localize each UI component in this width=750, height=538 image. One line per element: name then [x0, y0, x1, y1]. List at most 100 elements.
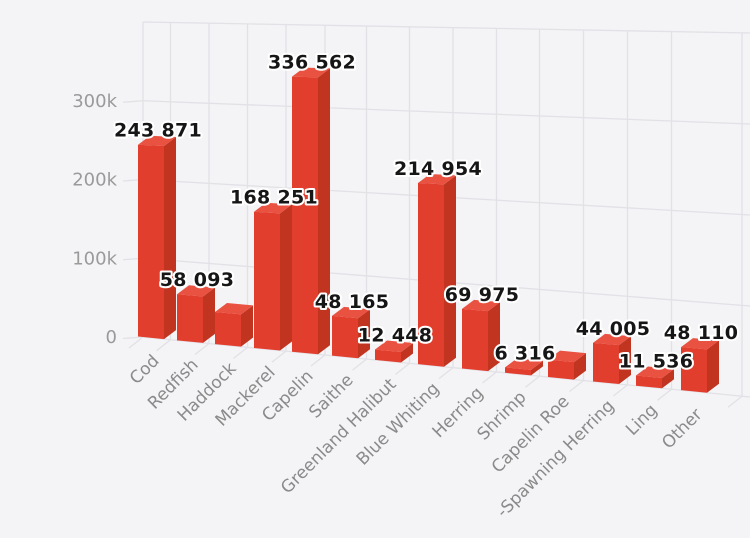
y-tick-label: 0 — [106, 327, 117, 348]
x-tick-mark — [395, 362, 410, 375]
bar-top-face — [292, 67, 330, 78]
bar-front-face — [505, 367, 531, 376]
value-label: 243 871 — [114, 120, 202, 142]
bar-side-face — [444, 175, 456, 367]
bar-front-face — [681, 347, 707, 393]
y-tick-label: 200k — [72, 170, 117, 191]
bar-ling[interactable] — [636, 366, 674, 389]
bar-top-face — [636, 366, 674, 379]
x-tick-mark — [569, 380, 584, 393]
bar-other[interactable] — [681, 338, 719, 393]
bar-front-face — [254, 211, 280, 351]
bar-capelin[interactable] — [292, 67, 330, 355]
bar-side-face — [707, 340, 719, 393]
bar-top-face — [681, 338, 719, 350]
bar-front-face — [462, 308, 488, 372]
x-tick-mark — [613, 384, 628, 397]
bar-side-face — [488, 302, 500, 372]
bar-side-face — [662, 369, 674, 389]
bar-front-face — [138, 144, 164, 340]
bar-side-face — [203, 287, 215, 343]
value-labels: 243 871 58 093 168 251 336 562 48 165 12 448 2… — [112, 50, 740, 375]
value-label: 336 562 — [268, 52, 356, 74]
y-tick-label: 100k — [72, 248, 117, 269]
x-tick-mark — [525, 375, 540, 388]
bar-top-face — [375, 340, 413, 353]
bar-top-face — [593, 333, 631, 346]
grid-line-h — [142, 21, 750, 34]
bar-haddock[interactable] — [215, 303, 253, 347]
x-tick-mark — [657, 388, 672, 401]
bar-redfish[interactable] — [177, 285, 215, 343]
value-label: 48 110 — [664, 322, 739, 344]
bar-front-face — [215, 312, 241, 347]
x-tick-mark — [194, 343, 210, 356]
y-tick-mark — [122, 336, 144, 340]
bar-side-face — [280, 204, 292, 351]
bar-side-face — [358, 309, 370, 359]
x-tick-label: Cod — [126, 351, 164, 389]
bar-top-face — [505, 358, 543, 370]
bar-greenland-halibut[interactable] — [375, 340, 413, 363]
bar-front-face — [177, 294, 203, 343]
bar-side-face — [241, 305, 253, 347]
x-tick-mark — [352, 358, 367, 371]
bar-side-face — [531, 360, 543, 376]
bar-side-face — [318, 68, 330, 355]
bar-capelin-roe[interactable] — [548, 350, 586, 380]
value-label: 69 975 — [445, 284, 520, 306]
x-tick-mark — [271, 350, 287, 363]
x-tick-mark — [482, 371, 497, 384]
x-tick-label: Other — [658, 405, 706, 453]
bar-front-face — [636, 375, 662, 389]
bar-side-face — [574, 353, 586, 380]
x-tick-label: Blue Whiting — [353, 379, 444, 470]
x-tick-mark — [310, 354, 326, 367]
bar-cod[interactable] — [138, 135, 176, 340]
bar-top-face — [215, 303, 253, 315]
bar-side-face — [164, 136, 176, 340]
x-tick-mark — [727, 395, 743, 408]
bar-herring[interactable] — [462, 299, 500, 372]
grid-line-h — [142, 100, 750, 125]
bar-front-face — [332, 315, 358, 359]
bars — [138, 67, 719, 393]
bar-front-face — [375, 349, 401, 363]
bar-front-face — [548, 359, 574, 380]
bar-top-face — [138, 135, 176, 146]
bar-side-face — [619, 336, 631, 385]
y-tick-label: 300k — [72, 91, 117, 112]
x-tick-mark — [233, 346, 248, 359]
x-tick-mark — [438, 367, 454, 380]
value-label: 168 251 — [230, 187, 318, 209]
y-axis-labels: 0 100k 200k 300k — [72, 91, 117, 348]
bar-side-face — [401, 343, 413, 363]
bar-shrimp[interactable] — [505, 358, 543, 376]
bar-front-face — [418, 182, 444, 367]
bar-front-face — [593, 342, 619, 385]
bar-blue-whiting[interactable] — [418, 173, 456, 367]
x-tick-label: Ling — [622, 400, 661, 439]
x-tick-mark — [128, 336, 144, 349]
y-tick-mark — [122, 100, 144, 103]
bar-front-face — [292, 76, 318, 355]
value-label: 12 448 — [358, 325, 433, 347]
bar-top-face — [254, 202, 292, 214]
value-label: 214 954 — [394, 158, 482, 180]
value-label: 11 536 — [619, 350, 694, 372]
bar-spawning-herring[interactable] — [593, 333, 631, 385]
value-label: 58 093 — [160, 269, 235, 291]
x-tick-mark — [156, 339, 171, 352]
value-label: 44 005 — [576, 318, 651, 340]
bar-saithe[interactable] — [332, 306, 370, 359]
bar-top-face — [418, 173, 456, 185]
bar-top-face — [548, 350, 586, 363]
bar-mackerel[interactable] — [254, 202, 292, 351]
value-label: 6 316 — [495, 342, 556, 364]
bar-top-face — [462, 299, 500, 312]
bar-top-face — [177, 285, 215, 297]
value-label: 48 165 — [315, 291, 390, 313]
bar-top-face — [332, 306, 370, 319]
